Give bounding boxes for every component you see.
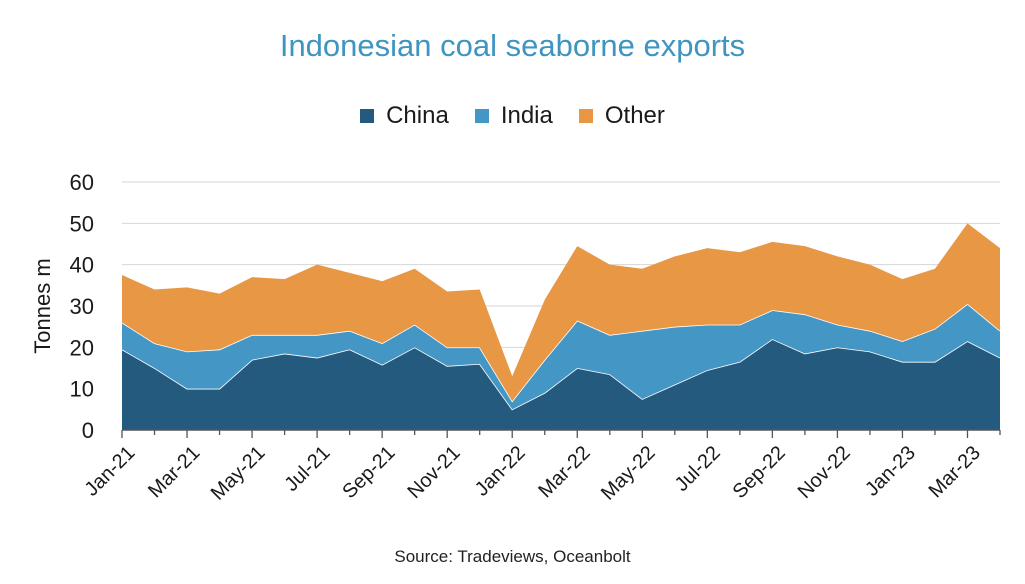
y-tick-label: 60	[70, 170, 94, 195]
x-tick-label: Nov-21	[403, 442, 464, 503]
area-other	[122, 223, 1000, 402]
x-tick-label: Jan-23	[861, 442, 920, 501]
legend-item-india: India	[474, 102, 553, 130]
x-tick-label: Jan-22	[471, 442, 530, 501]
legend: China India Other	[0, 102, 1025, 130]
x-tick-label: May-21	[207, 442, 270, 505]
area-india	[122, 303, 1000, 410]
chart-title: Indonesian coal seaborne exports	[279, 28, 746, 63]
y-tick-label: 0	[82, 418, 94, 443]
legend-label-other: Other	[604, 102, 665, 129]
legend-item-other: Other	[578, 102, 665, 130]
area-china	[122, 339, 1000, 430]
x-tick-label: Sep-21	[338, 442, 399, 503]
y-tick-label: 10	[70, 377, 94, 402]
legend-swatch-china	[360, 109, 375, 123]
source-note: Source: Tradeviews, Oceanbolt	[394, 547, 631, 566]
legend-swatch-india	[474, 109, 489, 123]
x-tick-label: Mar-23	[925, 442, 985, 502]
y-tick-label: 50	[70, 211, 94, 236]
y-tick-label: 40	[70, 253, 94, 278]
x-tick-label: Sep-22	[729, 442, 790, 503]
x-tick-label: Jul-22	[671, 442, 725, 496]
x-tick-label: Jul-21	[280, 442, 334, 496]
x-tick-label: Nov-22	[794, 442, 855, 503]
x-tick-label: May-22	[597, 442, 660, 505]
y-axis-title: Tonnes m	[30, 258, 55, 353]
x-tick-label: Jan-21	[81, 442, 140, 501]
legend-label-india: India	[500, 102, 553, 129]
x-tick-label: Mar-22	[534, 442, 594, 502]
x-tick-label: Mar-21	[144, 442, 204, 502]
legend-item-china: China	[360, 102, 449, 130]
y-tick-label: 30	[70, 294, 94, 319]
y-tick-label: 20	[70, 335, 94, 360]
legend-swatch-other	[578, 109, 593, 123]
legend-label-china: China	[386, 102, 449, 129]
